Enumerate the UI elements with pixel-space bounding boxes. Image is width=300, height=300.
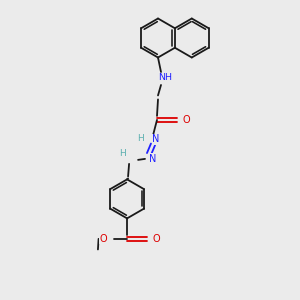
Text: H: H: [119, 149, 125, 158]
Text: NH: NH: [158, 74, 172, 82]
Text: N: N: [152, 134, 160, 144]
Text: N: N: [149, 154, 157, 164]
Text: O: O: [183, 115, 190, 125]
Text: O: O: [153, 234, 160, 244]
Text: H: H: [136, 134, 143, 143]
Text: O: O: [100, 234, 107, 244]
